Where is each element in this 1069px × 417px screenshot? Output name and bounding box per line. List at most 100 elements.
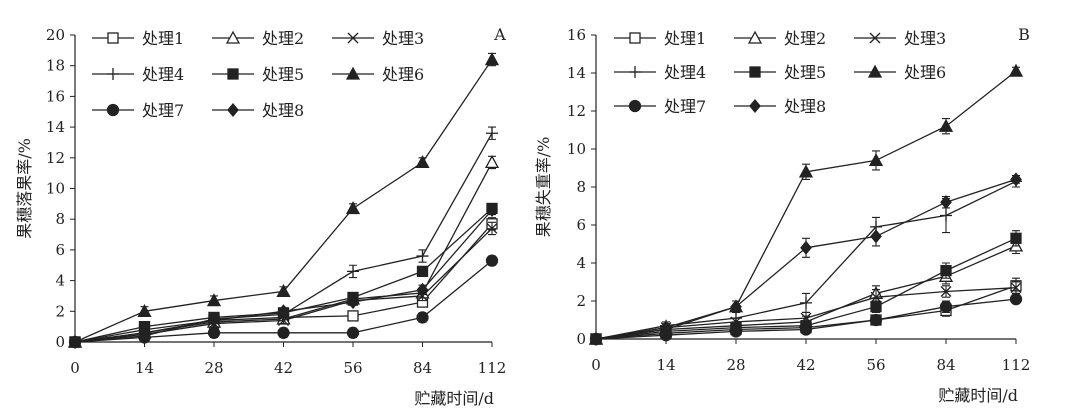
data-point [940,195,952,210]
y-tick-label: 8 [55,210,65,228]
y-tick-label: 20 [46,26,65,44]
legend-item: 处理5 [212,65,304,84]
legend-item: 处理6 [854,63,946,82]
legend-item: 处理3 [332,29,424,48]
data-point [277,304,290,319]
legend-marker [749,98,761,114]
legend-marker [227,68,239,80]
legend-marker [345,66,361,80]
data-point [800,240,812,255]
legend-marker [628,99,642,113]
legend-item: 处理2 [734,29,826,48]
legend-marker [629,32,641,44]
legend-marker [347,32,359,44]
data-point [346,326,360,339]
data-point [730,299,742,314]
data-point [938,118,954,132]
data-point [1008,63,1024,77]
y-tick-label: 14 [567,64,586,82]
data-point [800,296,812,309]
data-point [276,283,291,297]
data-point [1010,282,1022,294]
legend-marker [106,103,120,117]
x-tick-label: 42 [274,359,293,377]
data-point [868,153,884,167]
y-tick-label: 2 [55,302,65,320]
data-point [137,303,152,317]
legend: 处理1 处理2 处理3 处理4 处理5 处理6 处理7 处理8 [92,29,424,120]
legend-marker [107,32,119,44]
x-tick-label: 0 [70,359,80,377]
legend-item: 处理2 [212,29,304,48]
y-tick-label: 18 [46,57,65,75]
legend-label: 处理8 [262,101,304,120]
data-point [416,250,429,263]
y-tick-label: 6 [576,216,586,234]
data-point [799,323,813,336]
legend-label: 处理1 [664,29,706,48]
legend-item: 处理5 [734,63,826,82]
y-tick-label: 0 [576,330,586,348]
data-point [347,295,359,310]
legend-label: 处理6 [904,63,946,82]
y-axis-label: 果穗落果率/% [15,138,34,239]
data-point [484,52,500,66]
legend-label: 处理8 [784,97,826,116]
y-tick-label: 12 [46,149,65,167]
legend: 处理1 处理2 处理3 处理4 处理5 处理6 处理7 处理8 [614,29,946,116]
legend-marker [629,66,641,78]
panel-label: B [1018,25,1030,44]
data-point [484,155,500,169]
y-tick-label: 16 [46,87,65,105]
chart-panel-A: 0 2 4 6 8 10 12 14 16 18 20 0 14 28 42 56 84 112 贮藏时间/d 果穗落… [15,25,506,408]
y-tick-label: 6 [55,241,65,259]
legend-marker [227,102,239,118]
data-point [277,326,290,339]
y-tick-label: 8 [576,178,586,196]
legend-label: 处理5 [262,65,304,84]
x-tick-label: 84 [936,356,955,374]
legend-marker [749,66,761,78]
data-point [345,201,361,215]
legend-item: 处理8 [734,97,826,116]
data-point [660,320,672,335]
y-tick-label: 0 [55,333,65,351]
data-point [798,164,814,178]
data-point [940,209,952,222]
data-point [207,326,221,339]
y-tick-label: 4 [576,254,586,272]
data-point [870,229,882,244]
legend-label: 处理7 [664,97,706,116]
legend-label: 处理4 [664,63,706,82]
data-point [486,127,498,140]
legend-label: 处理7 [142,101,184,120]
chart-panel-B: 0 2 4 6 8 10 12 14 16 0 14 28 42 56 84 112 贮藏时间/d 果穗失重率/%… [534,25,1030,405]
x-tick-label: 84 [413,359,432,377]
y-tick-label: 10 [567,140,586,158]
y-tick-label: 4 [55,272,65,290]
data-point [69,334,81,350]
legend-marker [747,30,763,44]
legend-item: 处理7 [614,97,706,116]
y-axis-label: 果穗失重率/% [534,137,553,238]
series-处理5 [69,202,498,348]
data-point [206,293,222,307]
y-tick-label: 12 [567,102,586,120]
legend-label: 处理3 [382,29,424,48]
legend-item: 处理1 [614,29,706,48]
legend-item: 处理4 [614,63,706,82]
x-tick-label: 14 [135,359,154,377]
legend-label: 处理5 [784,63,826,82]
x-tick-label: 56 [343,359,362,377]
data-point [486,222,498,234]
x-axis-label: 贮藏时间/d [938,386,1018,405]
legend-item: 处理8 [212,101,304,120]
data-point [415,155,430,169]
x-tick-label: 14 [656,356,675,374]
legend-label: 处理1 [142,29,184,48]
data-point [869,313,883,327]
series-处理8 [590,172,1022,347]
data-point [416,282,429,297]
y-tick-label: 2 [576,292,586,310]
